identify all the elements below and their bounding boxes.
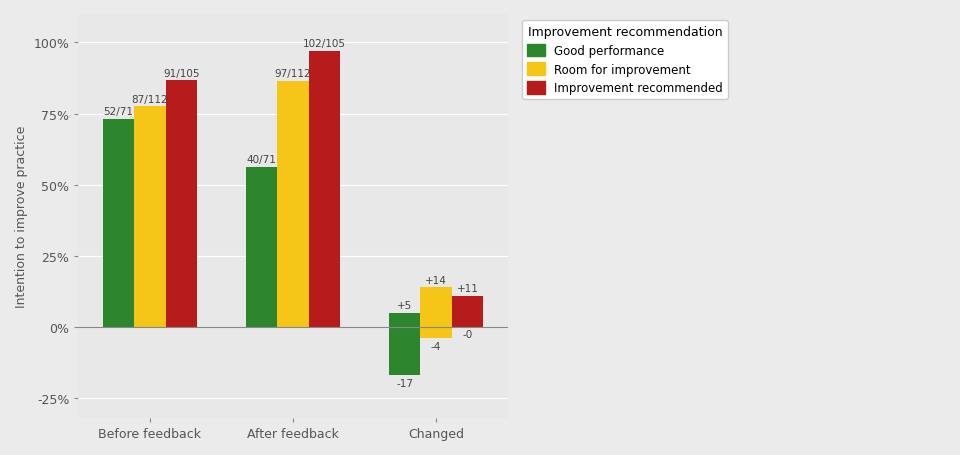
Text: -17: -17 [396, 378, 413, 388]
Text: 102/105: 102/105 [303, 39, 346, 49]
Bar [389, 313, 420, 375]
Bar [134, 106, 166, 327]
Bar [277, 81, 309, 327]
Legend: Good performance, Room for improvement, Improvement recommended: Good performance, Room for improvement, … [522, 21, 728, 100]
Text: -0: -0 [463, 329, 472, 339]
Text: 52/71: 52/71 [104, 107, 133, 117]
Bar [309, 51, 340, 327]
Bar [246, 167, 277, 327]
Bar [452, 296, 483, 327]
Text: 97/112: 97/112 [275, 69, 311, 79]
Text: 87/112: 87/112 [132, 94, 168, 104]
Text: +5: +5 [397, 301, 412, 311]
Text: 40/71: 40/71 [247, 155, 276, 165]
Y-axis label: Intention to improve practice: Intention to improve practice [15, 126, 28, 308]
Bar [166, 81, 197, 327]
Text: +11: +11 [457, 284, 478, 294]
Text: 91/105: 91/105 [163, 69, 200, 79]
Text: +14: +14 [425, 275, 447, 285]
Bar [103, 119, 134, 327]
Bar [420, 288, 452, 339]
Text: -4: -4 [431, 341, 442, 351]
